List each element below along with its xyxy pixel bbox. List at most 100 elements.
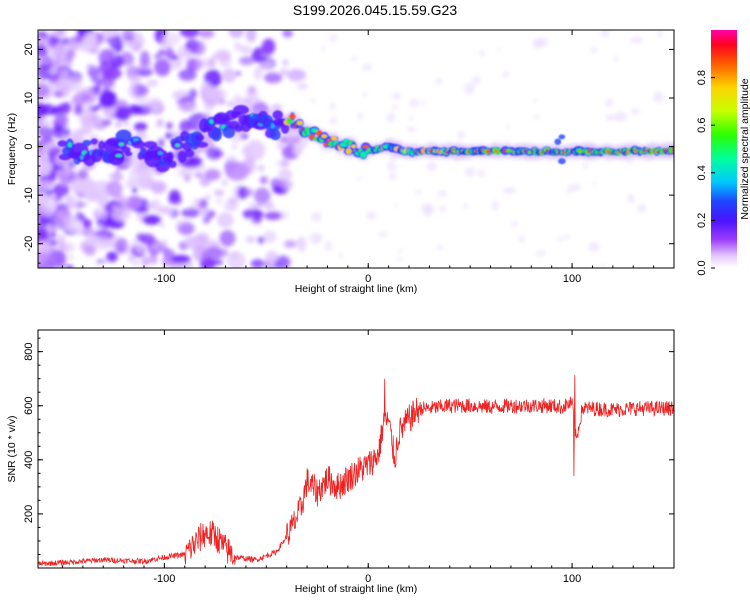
heatmap-cell xyxy=(78,109,98,127)
heatmap-cell xyxy=(67,75,83,93)
heatmap-cell xyxy=(204,194,211,201)
heatmap-cell xyxy=(386,112,395,123)
heatmap-cell xyxy=(181,101,189,108)
heatmap-cell xyxy=(233,105,250,115)
heatmap-cell xyxy=(366,211,377,220)
heatmap-cell xyxy=(95,119,105,125)
heatmap-cell xyxy=(630,108,640,115)
heatmap-cell xyxy=(235,71,241,76)
snr-frame xyxy=(37,329,675,569)
heatmap-cell xyxy=(601,263,606,268)
heatmap-cell xyxy=(324,240,332,252)
heatmap-cell xyxy=(38,228,47,238)
heatmap-cell xyxy=(422,207,434,217)
heatmap-cell xyxy=(233,41,242,51)
heatmap-cell xyxy=(471,76,481,85)
heatmap-cell xyxy=(502,71,510,78)
heatmap-cell xyxy=(192,246,209,262)
heatmap-cell xyxy=(151,257,158,263)
heatmap-cell xyxy=(198,30,215,39)
heatmap-cell xyxy=(657,30,663,38)
heatmap-cell xyxy=(91,44,100,52)
heatmap-cell xyxy=(556,237,563,242)
heatmap-cell xyxy=(263,201,275,211)
heatmap-cell xyxy=(181,165,194,179)
heatmap-cell xyxy=(142,103,151,111)
heatmap-cell xyxy=(106,180,123,198)
heatmap-cell xyxy=(38,155,46,172)
heatmap-cell xyxy=(168,57,183,70)
heatmap-cell xyxy=(240,132,249,140)
heatmap-cell xyxy=(127,254,135,263)
heatmap-cell xyxy=(77,168,88,180)
heatmap-cell xyxy=(264,211,282,221)
y-tick-label: 20 xyxy=(23,43,35,55)
y-tick-label: -20 xyxy=(23,236,35,252)
heatmap-cell xyxy=(123,34,135,42)
heatmap-cell xyxy=(533,98,538,104)
heatmap-cell xyxy=(231,143,238,150)
heatmap-cell xyxy=(357,112,364,120)
heatmap-cell xyxy=(60,52,67,60)
heatmap-cell xyxy=(264,261,270,267)
heatmap-cell xyxy=(464,82,475,95)
snr-y-ticks: 200 400 600 800 xyxy=(23,337,674,555)
heatmap-cell xyxy=(115,106,131,122)
heatmap-cell xyxy=(245,235,257,243)
heatmap-cell xyxy=(259,60,273,70)
heatmap-cell xyxy=(57,140,68,147)
heatmap-cell xyxy=(53,90,64,98)
heatmap-cell xyxy=(356,176,362,181)
snr-panel: -100 0 100 200 400 600 800 Height of straight… xyxy=(6,329,675,595)
heatmap-cell xyxy=(155,122,164,129)
heatmap-cell xyxy=(283,240,297,249)
heatmap-cell xyxy=(436,244,444,251)
heatmap-cell xyxy=(605,114,617,121)
heatmap-cell xyxy=(497,47,502,52)
heatmap-cell xyxy=(131,186,138,194)
heatmap-cell xyxy=(671,148,674,153)
heatmap-cell xyxy=(614,111,627,122)
heatmap-cell xyxy=(194,172,204,178)
heatmap-cell xyxy=(140,233,156,245)
heatmap-cell xyxy=(111,208,131,222)
heatmap-cell xyxy=(263,230,277,244)
heatmap-cell xyxy=(637,203,647,213)
heatmap-cell xyxy=(134,122,148,131)
heatmap-cell xyxy=(165,132,173,140)
heatmap-cell xyxy=(170,254,191,264)
heatmap-cell xyxy=(590,47,598,53)
x-tick-label: 100 xyxy=(563,573,581,585)
heatmap-cell xyxy=(171,262,188,268)
heatmap-cell xyxy=(563,234,570,240)
heatmap-cell xyxy=(51,146,63,156)
snr-y-label: SNR (10 * v/v) xyxy=(6,415,18,482)
heatmap-cell xyxy=(166,121,173,130)
heatmap-cell xyxy=(153,243,160,249)
heatmap-cell xyxy=(38,206,50,214)
y-tick-label: 10 xyxy=(23,92,35,104)
heatmap-cell xyxy=(330,136,338,141)
heatmap-cell xyxy=(310,128,318,133)
heatmap-cell xyxy=(206,147,222,160)
heatmap-cell xyxy=(54,113,69,127)
heatmap-cell xyxy=(321,45,325,52)
heatmap-cell xyxy=(222,68,237,83)
x-tick-label: 0 xyxy=(365,573,371,585)
heatmap-cell xyxy=(387,164,397,171)
heatmap-cell xyxy=(58,68,70,83)
y-tick-label: 800 xyxy=(23,342,35,360)
heatmap-cell xyxy=(259,176,268,185)
heatmap-cell xyxy=(273,255,291,268)
heatmap-cell xyxy=(479,50,486,56)
heatmap-cell xyxy=(600,30,610,38)
heatmap-cell xyxy=(457,131,466,139)
heatmap-cell xyxy=(240,45,252,54)
heatmap-cell xyxy=(280,158,290,168)
heatmap-cell xyxy=(92,208,109,220)
heatmap-cell xyxy=(321,134,328,139)
heatmap-cell xyxy=(278,168,293,181)
heatmap-cell xyxy=(502,187,510,195)
heatmap-cell xyxy=(58,242,67,253)
